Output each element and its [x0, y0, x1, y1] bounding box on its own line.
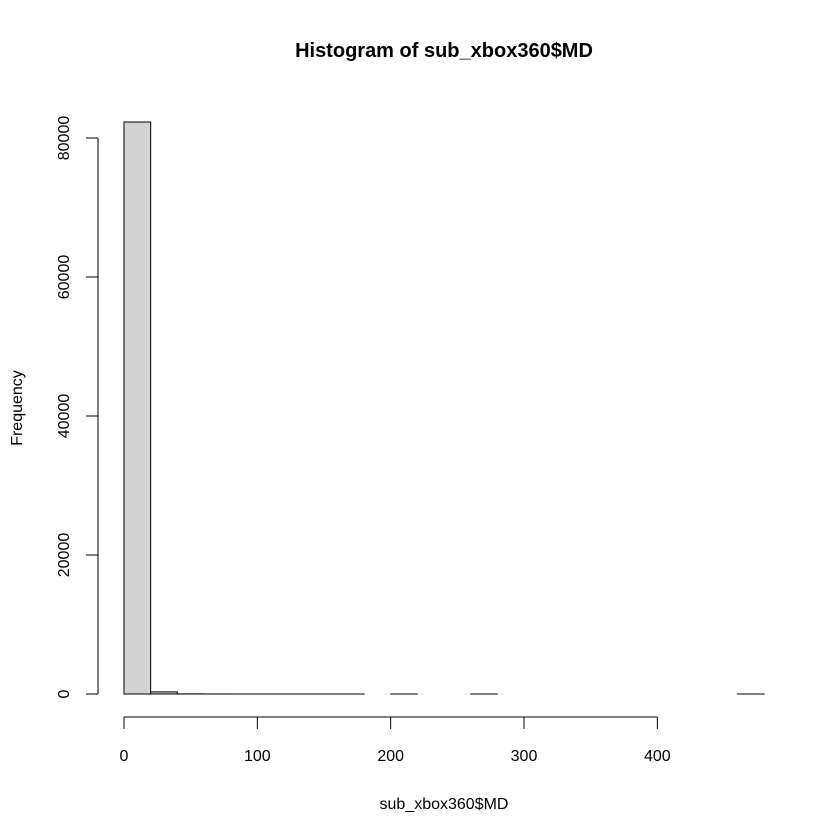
histogram-bar: [150, 691, 178, 695]
x-tick-label: 0: [120, 748, 129, 765]
y-tick-label: 60000: [56, 255, 73, 300]
x-tick-label: 400: [644, 748, 671, 765]
x-tick-label: 200: [377, 748, 404, 765]
y-tick-label: 0: [56, 689, 73, 698]
y-tick-label: 40000: [56, 394, 73, 439]
bars-group: [123, 121, 765, 695]
y-tick-label: 80000: [56, 116, 73, 161]
x-tick-label: 300: [511, 748, 538, 765]
x-axis-label: sub_xbox360$MD: [380, 796, 509, 813]
x-axis: 0 100 200 300 400: [120, 716, 671, 765]
y-axis-label: Frequency: [9, 370, 26, 446]
chart-title: Histogram of sub_xbox360$MD: [295, 40, 593, 62]
x-tick-label: 100: [244, 748, 271, 765]
histogram-bar: [123, 121, 152, 695]
y-tick-label: 20000: [56, 533, 73, 578]
y-axis: 0 20000 40000 60000 80000: [56, 116, 99, 698]
